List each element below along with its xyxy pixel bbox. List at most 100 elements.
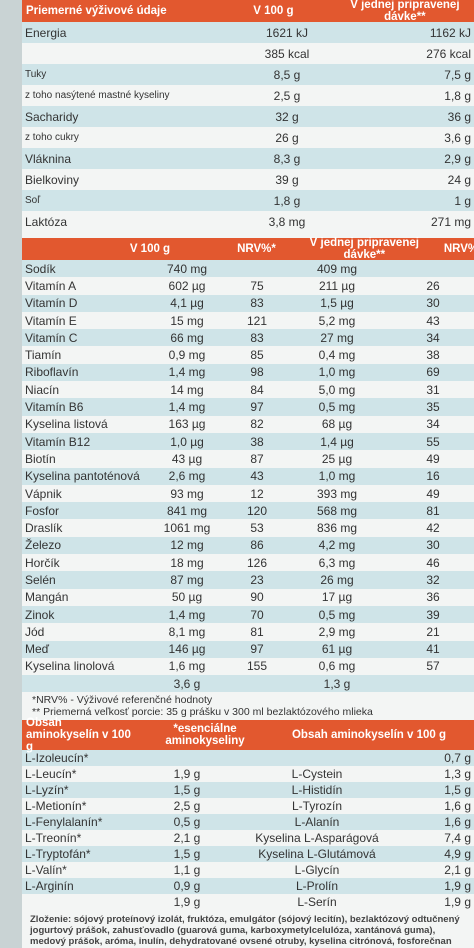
cell: 121 [246, 313, 268, 328]
cell: 90 [250, 590, 264, 605]
cell: 49 [426, 451, 440, 466]
cell: 2,9 g [444, 151, 471, 166]
cell: 38 [426, 348, 440, 363]
cell: Kyselina L-Glutámová [258, 847, 376, 862]
cell: 42 [426, 521, 440, 536]
cell: 1,0 mg [318, 365, 356, 380]
cell: 5,0 mg [318, 382, 356, 397]
cell: 86 [250, 538, 264, 553]
cell: 83 [250, 296, 264, 311]
cell: 1,6 g [444, 815, 471, 830]
cell: 93 mg [170, 486, 204, 501]
cell: 1 g [454, 193, 471, 208]
table-row: 3,6 g 1,3 g [22, 675, 474, 693]
cell: L-Tryptofán* [25, 847, 91, 862]
table-header: Obsah aminokyselín v 100 g *esenciálne am… [22, 717, 474, 754]
cell: 49 [426, 486, 440, 501]
cell: 26 g [275, 130, 299, 145]
table-row: Vápnik 93 mg 12 393 mg 49 [22, 485, 474, 502]
cell: 30 [426, 538, 440, 553]
header-cell: *esenciálne aminokyseliny [165, 723, 245, 748]
cell: 1,6 mg [168, 659, 206, 674]
cell: 1162 kJ [429, 25, 471, 40]
cell: L-Izoleucín* [25, 751, 89, 766]
cell: 3,6 g [444, 130, 471, 145]
cell: 1621 kJ [265, 25, 309, 40]
cell: 1,4 µg [320, 434, 354, 449]
cell: 1061 mg [163, 521, 211, 536]
cell: L-Prolín [295, 879, 339, 894]
cell: 1,0 mg [318, 469, 356, 484]
cell: 17 µg [321, 590, 353, 605]
cell: L-Cystein [291, 767, 343, 782]
cell: 26 [426, 278, 440, 293]
cell: 53 [250, 521, 264, 536]
footnotes: *NRV% - Výživové referenčné hodnoty ** Pr… [22, 692, 474, 720]
cell: 1,9 g [173, 767, 201, 782]
cell: 126 [246, 555, 268, 570]
cell: 836 mg [316, 521, 358, 536]
cell: L-Glycín [294, 863, 340, 878]
cell: Sodík [25, 261, 56, 276]
cell: 5,2 mg [318, 313, 356, 328]
cell: Mangán [25, 590, 69, 605]
cell: 1,0 µg [170, 434, 204, 449]
cell: 2,1 g [444, 863, 471, 878]
cell: 1,5 g [173, 847, 201, 862]
cell: 24 g [447, 172, 471, 187]
cell: Bielkoviny [25, 172, 80, 187]
footnote: ** Priemerná veľkosť porcie: 35 g prášku… [32, 706, 373, 719]
cell: 740 mg [166, 261, 208, 276]
header-cell: Obsah aminokyselín v 100 g [26, 717, 131, 754]
cell: Tiamín [25, 348, 62, 363]
cell: 12 [250, 486, 264, 501]
cell: 2,5 g [273, 88, 301, 103]
header-cell: V jednej pripravenej dávke** [309, 237, 419, 261]
cell: Kyselina listová [25, 417, 108, 432]
table-row: L-Leucín* 1,9 g L-Cystein 1,3 g [22, 766, 474, 782]
cell: L-Tyrozín [291, 799, 342, 814]
cell: Niacín [25, 382, 60, 397]
cell: 69 [426, 365, 440, 380]
cell: 6,3 mg [318, 555, 356, 570]
cell: 1,3 g [323, 676, 351, 691]
cell: Vitamín C [25, 330, 78, 345]
cell: 43 [250, 469, 264, 484]
cell: L-Alanín [294, 815, 340, 830]
table-row: Kyselina pantoténová 2,6 mg 43 1,0 mg 16 [22, 467, 474, 485]
cell: 385 kcal [264, 46, 310, 61]
cell: 841 mg [166, 503, 208, 518]
cell: 1,9 g [444, 879, 471, 894]
cell: L-Leucín* [25, 767, 77, 782]
cell: 8,1 mg [168, 624, 206, 639]
table-row: Vitamín C 66 mg 83 27 mg 34 [22, 329, 474, 347]
table-row: Mangán 50 µg 90 17 µg 36 [22, 589, 474, 606]
cell: 1,9 g [444, 895, 471, 910]
cell: 16 [426, 469, 440, 484]
cell: 55 [426, 434, 440, 449]
cell: Vitamín D [25, 296, 78, 311]
cell: L-Valín* [25, 863, 67, 878]
footnote: *NRV% - Výživové referenčné hodnoty [32, 694, 213, 707]
cell: 1,4 mg [168, 365, 206, 380]
cell: L-Histidín [291, 783, 343, 798]
cell: Draslík [25, 521, 63, 536]
table-row: Vláknina 8,3 g 2,9 g [22, 148, 474, 169]
cell: 35 [426, 400, 440, 415]
table-row: Biotín 43 µg 87 25 µg 49 [22, 450, 474, 467]
cell: Kyselina L-Asparágová [255, 831, 379, 846]
cell: Meď [25, 642, 50, 657]
cell: 0,5 mg [318, 400, 356, 415]
cell: 2,5 g [173, 799, 201, 814]
cell: 43 [426, 313, 440, 328]
cell: L-Lyzín* [25, 783, 69, 798]
cell: Vápnik [25, 486, 62, 501]
table-row: L-Arginín 0,9 g L-Prolín 1,9 g [22, 878, 474, 895]
table-row: Sacharidy 32 g 36 g [22, 106, 474, 127]
table-row: z toho nasýtené mastné kyseliny 2,5 g 1,8 … [22, 85, 474, 106]
cell: Vláknina [25, 151, 72, 166]
cell: 81 [426, 503, 440, 518]
cell: 7,5 g [444, 67, 471, 82]
cell: L-Serín [297, 895, 337, 910]
cell: Vitamín B12 [25, 434, 91, 449]
